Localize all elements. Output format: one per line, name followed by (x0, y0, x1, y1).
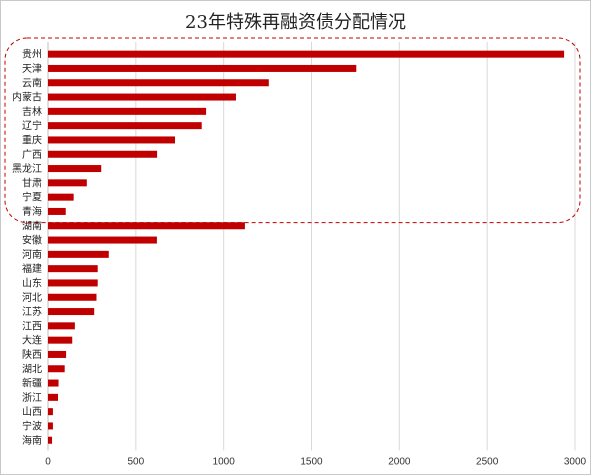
bar-河北 (48, 293, 97, 301)
x-tick-labels: 0 500 1000 1500 2000 2500 3000 (45, 456, 586, 467)
category-label: 江苏 (22, 305, 42, 318)
bar-宁波 (48, 422, 53, 430)
category-label: 宁夏 (22, 191, 42, 204)
x-tick-label: 0 (45, 456, 51, 467)
bar-重庆 (48, 136, 176, 144)
category-label: 重庆 (22, 133, 42, 146)
bar-云南 (48, 79, 269, 87)
x-tick-label: 500 (127, 456, 144, 467)
category-label: 云南 (22, 76, 42, 89)
bar-安徽 (48, 236, 157, 244)
chart-title: 23年特殊再融资债分配情况 (185, 12, 406, 33)
category-label: 大连 (22, 334, 42, 347)
bar-福建 (48, 265, 98, 273)
bar-山西 (48, 408, 53, 416)
category-label: 山西 (22, 406, 42, 418)
highlight-box (4, 37, 581, 224)
bar-天津 (48, 64, 357, 72)
category-label: 山东 (22, 276, 42, 289)
category-label: 浙江 (22, 392, 42, 404)
x-tick-label: 1000 (213, 456, 236, 467)
category-label: 青海 (22, 205, 42, 218)
x-tick-label: 2000 (388, 456, 411, 467)
bar-陕西 (48, 350, 67, 358)
bar-浙江 (48, 393, 59, 401)
category-label: 河北 (22, 292, 42, 304)
bar-贵州 (48, 50, 565, 58)
category-label: 湖北 (22, 363, 42, 375)
category-label: 辽宁 (22, 119, 42, 132)
category-label: 新疆 (22, 377, 42, 390)
gridlines (47, 42, 576, 451)
bar-吉林 (48, 107, 207, 115)
category-label: 天津 (22, 63, 42, 75)
x-tick-label: 3000 (564, 456, 587, 467)
category-label: 甘肃 (22, 176, 42, 189)
bar-新疆 (48, 379, 59, 387)
category-label: 福建 (22, 262, 42, 275)
bar-内蒙古 (48, 93, 236, 101)
highlight-group-box (4, 37, 581, 224)
bar-江西 (48, 322, 75, 330)
bar-辽宁 (48, 122, 202, 130)
category-label: 河南 (22, 248, 42, 261)
category-label: 宁波 (22, 419, 42, 432)
bar-广西 (48, 150, 158, 158)
bar-海南 (48, 436, 53, 444)
category-labels: 贵州天津云南内蒙古吉林辽宁重庆广西黑龙江甘肃宁夏青海湖南安徽河南福建山东河北江苏… (12, 48, 42, 447)
bar-黑龙江 (48, 165, 102, 173)
bar-湖南 (48, 222, 245, 230)
category-label: 吉林 (22, 105, 42, 118)
x-tick-label: 2500 (476, 456, 499, 467)
bar-湖北 (48, 365, 65, 373)
category-label: 贵州 (22, 48, 42, 61)
bar-宁夏 (48, 193, 74, 201)
category-label: 江西 (22, 320, 42, 332)
bar-河南 (48, 250, 109, 258)
category-label: 黑龙江 (12, 162, 42, 175)
x-tick-label: 1500 (300, 456, 323, 467)
bar-大连 (48, 336, 73, 344)
bar-青海 (48, 207, 66, 215)
bar-甘肃 (48, 179, 87, 187)
category-label: 海南 (22, 434, 42, 447)
category-label: 内蒙古 (12, 91, 42, 104)
bars (48, 50, 565, 444)
category-label: 湖南 (22, 219, 42, 232)
category-label: 陕西 (22, 348, 42, 361)
category-label: 广西 (22, 149, 42, 161)
bar-江苏 (48, 308, 95, 316)
bar-山东 (48, 279, 98, 287)
category-label: 安徽 (22, 234, 42, 247)
